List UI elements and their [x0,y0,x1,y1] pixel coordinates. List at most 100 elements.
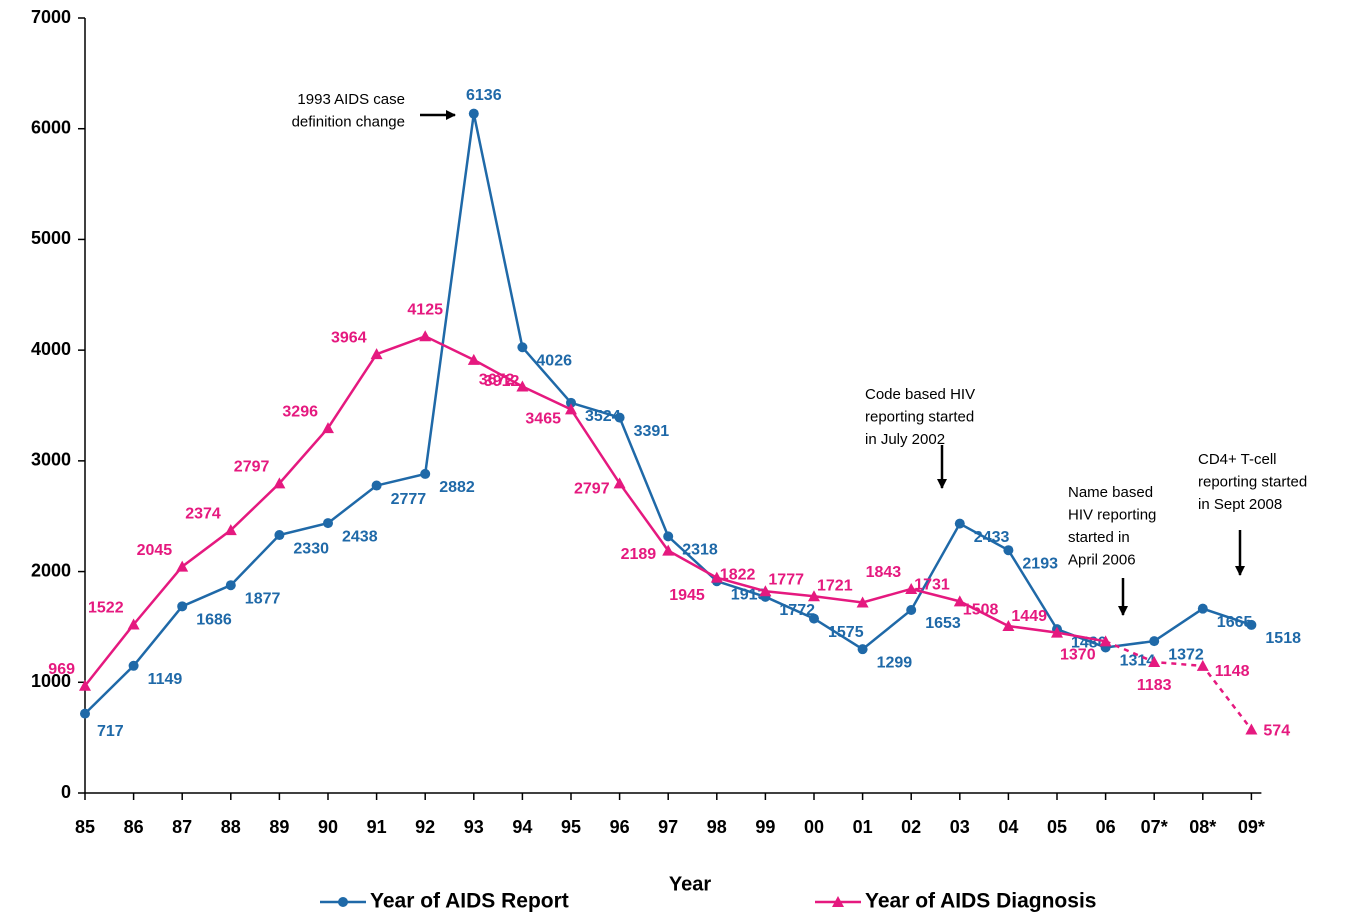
x-tick-label: 95 [561,817,581,837]
data-label: 2882 [439,479,475,496]
data-label: 6136 [466,87,502,104]
data-label: 574 [1263,723,1290,740]
x-tick-label: 96 [610,817,630,837]
y-tick-label: 0 [61,782,71,802]
annotation: in Sept 2008 [1198,496,1282,513]
data-label: 2330 [293,540,329,557]
annotation: started in [1068,529,1130,546]
x-tick-label: 89 [269,817,289,837]
data-point [905,582,918,594]
legend-marker [832,896,844,907]
data-label: 3465 [525,411,561,428]
data-point [224,524,237,536]
data-point [225,580,236,591]
data-label: 2433 [974,529,1010,546]
data-point [128,660,139,671]
data-label: 1314 [1120,653,1156,670]
annotation: 1993 AIDS case [297,91,405,108]
data-label: 1665 [1217,614,1253,631]
data-label: 1731 [914,577,950,594]
data-label: 2797 [234,459,270,476]
data-label: 2318 [682,542,718,559]
x-tick-label: 09* [1238,817,1265,837]
data-label: 2193 [1022,555,1058,572]
y-tick-label: 4000 [31,339,71,359]
data-point [662,544,675,556]
data-label: 3391 [634,423,670,440]
annotation: in July 2002 [865,431,945,448]
data-label: 1777 [768,571,804,588]
x-tick-label: 92 [415,817,435,837]
data-label: 2797 [574,481,610,498]
x-tick-label: 87 [172,817,192,837]
data-label: 1508 [963,601,999,618]
legend-label: Year of AIDS Diagnosis [865,890,1096,913]
data-point [1148,656,1161,668]
data-point [322,422,334,434]
data-label: 1299 [877,654,913,671]
data-point [1003,545,1014,556]
data-label: 1149 [148,671,183,688]
data-point [906,604,917,615]
data-point [1002,620,1015,632]
data-point [1051,626,1063,638]
data-point [1099,635,1112,647]
data-point [274,530,285,541]
data-label: 4026 [536,352,572,369]
annotation: reporting started [865,408,974,425]
x-tick-label: 90 [318,817,338,837]
series-line [84,334,1106,687]
y-tick-label: 6000 [31,117,71,137]
data-label: 1822 [720,566,756,583]
annotation: Code based HIV [865,386,975,403]
data-label: 2438 [342,528,378,545]
annotation: Name based [1068,484,1153,501]
data-label: 1913 [731,586,767,603]
data-point [127,618,140,630]
data-label: 1372 [1168,646,1204,663]
x-tick-label: 06 [1096,817,1116,837]
data-point [79,679,91,691]
x-tick-label: 97 [658,817,678,837]
x-tick-label: 01 [853,817,873,837]
data-point [80,708,90,719]
data-label: 1449 [1011,608,1047,625]
y-tick-label: 7000 [31,7,71,27]
data-label: 1877 [245,590,281,607]
data-point [614,412,625,423]
data-point [953,595,966,607]
data-point [273,477,286,489]
data-point [1245,723,1258,735]
annotation: HIV reporting [1068,506,1156,523]
data-label: 2777 [391,491,427,508]
data-point [1197,603,1208,614]
data-label: 1148 [1215,663,1250,680]
x-tick-label: 86 [124,817,144,837]
x-axis-title: Year [669,873,711,895]
x-tick-label: 07* [1141,817,1168,837]
data-label: 4125 [407,302,443,319]
data-point [468,108,479,119]
x-tick-label: 04 [998,817,1018,837]
data-label: 1522 [88,600,124,617]
data-point [176,560,189,572]
annotation: definition change [292,113,405,130]
data-label: 1575 [828,624,864,641]
x-tick-label: 94 [512,817,532,837]
data-point [809,613,819,624]
x-tick-label: 91 [367,817,387,837]
data-label: 3296 [282,403,318,420]
annotation: reporting started [1198,473,1307,490]
series-line [84,113,1252,715]
x-tick-label: 02 [901,817,921,837]
x-tick-label: 88 [221,817,241,837]
data-label: 1183 [1137,677,1172,694]
data-label: 969 [48,661,75,678]
data-point [420,468,431,479]
data-point [759,585,772,597]
data-point [1196,659,1209,671]
data-label: 1843 [866,564,902,581]
data-point [177,601,188,612]
x-tick-label: 08* [1189,817,1216,837]
